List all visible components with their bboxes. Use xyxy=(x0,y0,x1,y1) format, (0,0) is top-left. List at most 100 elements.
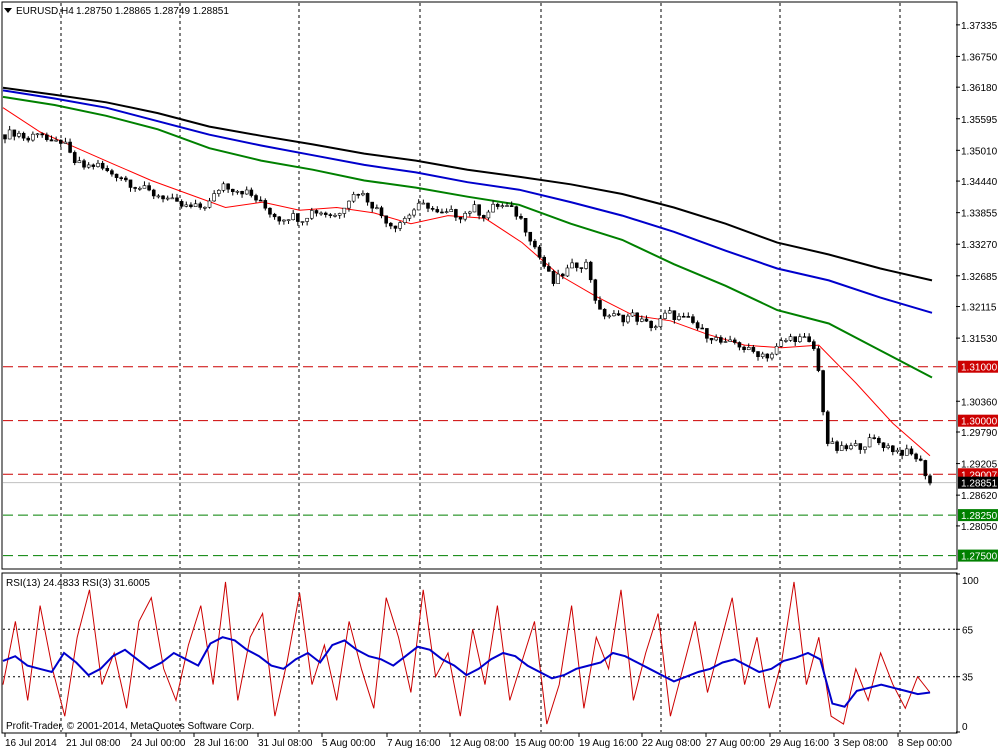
price-tick-label: 1.28050 xyxy=(961,522,998,533)
candle-body xyxy=(732,339,737,343)
time-tick-label: 19 Aug 16:00 xyxy=(579,738,638,749)
candle-body xyxy=(31,133,35,141)
candle-body xyxy=(230,188,235,192)
candle-body xyxy=(909,448,914,455)
candle-body xyxy=(677,315,681,320)
candle-body xyxy=(63,141,68,144)
rsi-tick-label: 35 xyxy=(962,673,974,684)
candle-body xyxy=(179,201,184,207)
candle-body xyxy=(286,219,291,221)
time-tick-label: 27 Aug 00:00 xyxy=(706,738,765,749)
candle-body xyxy=(272,213,277,218)
candle-body xyxy=(337,213,342,216)
candle-body xyxy=(96,162,100,167)
candle-body xyxy=(788,336,793,341)
candle-body xyxy=(323,212,328,215)
candle-body xyxy=(835,441,839,451)
time-tick-label: 12 Aug 08:00 xyxy=(450,738,509,749)
price-tick-label: 1.28620 xyxy=(961,491,998,502)
candle-body xyxy=(723,341,728,343)
candle-body xyxy=(579,267,584,269)
candle-body xyxy=(811,341,816,349)
time-tick-label: 15 Aug 00:00 xyxy=(515,738,574,749)
candle-body xyxy=(221,183,226,191)
candle-body xyxy=(217,190,221,194)
time-tick-label: 22 Aug 08:00 xyxy=(642,738,701,749)
candle-body xyxy=(328,214,333,216)
candle-body xyxy=(309,210,314,219)
candle-body xyxy=(184,204,189,207)
candle-body xyxy=(402,218,407,223)
price-tick-label: 1.35010 xyxy=(961,146,998,157)
candle-body xyxy=(3,134,7,140)
candle-body xyxy=(547,266,551,272)
candle-body xyxy=(686,316,691,318)
time-tick-label: 28 Jul 16:00 xyxy=(194,738,249,749)
candle-body xyxy=(760,353,765,358)
candle-body xyxy=(212,193,216,202)
candle-body xyxy=(802,336,807,339)
candlesticks xyxy=(3,125,932,486)
candle-body xyxy=(574,262,579,268)
candle-body xyxy=(472,204,477,213)
candle-body xyxy=(375,207,379,209)
candle-body xyxy=(45,134,49,140)
candle-body xyxy=(240,190,244,195)
time-tick-label: 16 Jul 2014 xyxy=(5,738,57,749)
candle-body xyxy=(728,339,732,342)
candle-body xyxy=(300,221,305,223)
candle-body xyxy=(91,164,96,167)
price-tick-label: 1.30360 xyxy=(961,397,998,408)
triangle-down-icon[interactable] xyxy=(4,8,12,13)
candle-body xyxy=(821,370,825,413)
candle-body xyxy=(203,206,207,209)
candle-body xyxy=(365,193,370,203)
candle-body xyxy=(207,200,212,208)
candle-body xyxy=(514,206,519,217)
candle-body xyxy=(756,351,760,358)
candle-body xyxy=(719,337,723,343)
ohlc-values: 1.28750 1.28865 1.28749 1.28851 xyxy=(76,6,229,17)
candle-body xyxy=(393,225,398,229)
price-tick-label: 1.36180 xyxy=(961,83,998,94)
time-tick-label: 21 Jul 08:00 xyxy=(66,738,121,749)
candle-body xyxy=(551,271,556,284)
candle-body xyxy=(593,279,598,301)
price-tick-label: 1.32685 xyxy=(961,272,998,283)
price-tick-label: 1.37335 xyxy=(961,21,998,32)
rsi-panel-frame xyxy=(1,572,958,734)
price-tick-label: 1.32115 xyxy=(961,303,997,314)
candle-body xyxy=(630,312,635,317)
candle-body xyxy=(454,209,458,218)
candle-body xyxy=(495,203,500,207)
candle-body xyxy=(570,262,574,269)
candle-body xyxy=(412,209,416,216)
rsi13-line xyxy=(2,636,931,708)
candle-body xyxy=(695,322,700,329)
candle-body xyxy=(189,204,193,207)
horizontal-price-levels xyxy=(3,366,956,557)
time-tick-label: 31 Jul 08:00 xyxy=(258,738,313,749)
price-level-tag-label: 1.31000 xyxy=(961,363,998,374)
candle-body xyxy=(867,437,872,448)
time-tick-label: 8 Sep 00:00 xyxy=(898,738,952,749)
candle-body xyxy=(68,141,72,153)
moving-average-lines xyxy=(2,86,933,457)
candle-body xyxy=(161,195,165,200)
candle-body xyxy=(421,202,426,205)
candle-body xyxy=(361,193,365,196)
candle-body xyxy=(156,195,161,198)
candle-body xyxy=(305,217,309,222)
candle-body xyxy=(72,152,77,164)
rsi-lines xyxy=(2,581,931,725)
candle-body xyxy=(509,205,514,207)
candle-body xyxy=(700,327,705,330)
candle-body xyxy=(398,222,402,229)
candle-body xyxy=(119,177,124,179)
candle-body xyxy=(858,443,863,450)
price-tick-label: 1.29790 xyxy=(961,428,998,439)
candle-body xyxy=(198,203,203,208)
